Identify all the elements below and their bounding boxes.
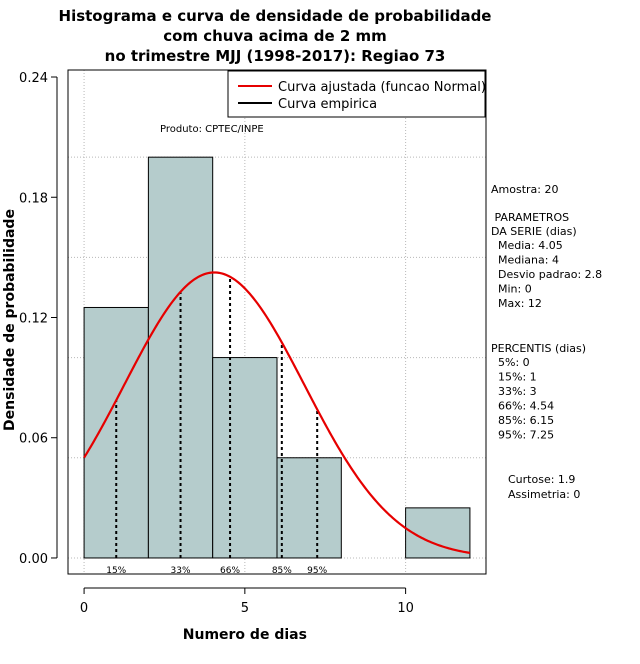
percentile-label: 66% (220, 566, 240, 576)
parametro-item: Min: 0 (491, 283, 532, 296)
percentile-lines: 15% 33% 66% 85% 95% (106, 276, 328, 576)
percentile-label: 95% (307, 566, 327, 576)
percentil-item: 95%: 7.25 (491, 429, 554, 442)
percentil-item: 5%: 0 (491, 356, 530, 369)
x-tick-label: 5 (241, 601, 249, 616)
y-tick-label: 0.12 (19, 311, 48, 326)
legend-label: Curva ajustada (funcao Normal) (278, 80, 486, 95)
y-axis-title: Densidade de probabilidade (2, 209, 18, 431)
parametros-title: PARAMETROS (491, 211, 569, 224)
produto-label: Produto: CPTEC/INPE (160, 124, 264, 135)
legend-label: Curva empirica (278, 97, 377, 112)
histogram-bars (83, 156, 471, 559)
normal-curve (83, 271, 471, 554)
percentile-label: 33% (171, 566, 191, 576)
y-tick-label: 0.18 (19, 191, 48, 206)
percentile-label: 85% (272, 566, 292, 576)
axes: 0 5 10 0.00 0.06 0.12 0.18 0.24 Numero de dias De… (2, 71, 414, 643)
sample-size: Amostra: 20 (491, 183, 558, 196)
shape-stat: Assimetria: 0 (508, 488, 580, 501)
shape-stat: Curtose: 1.9 (508, 473, 575, 486)
y-tick-label: 0.00 (19, 552, 48, 567)
chart-title: Histograma e curva de densidade de proba… (59, 7, 492, 65)
x-tick-label: 10 (397, 601, 414, 616)
plot-frame (67, 69, 487, 575)
percentil-item: 85%: 6.15 (491, 414, 554, 427)
percentil-item: 33%: 3 (491, 385, 537, 398)
parametros-title: DA SERIE (dias) (491, 225, 577, 238)
histogram-bar (405, 507, 471, 559)
y-tick-label: 0.06 (19, 432, 48, 447)
y-tick-label: 0.24 (19, 71, 48, 86)
normal-curve-group (83, 271, 471, 554)
histogram-bar (212, 357, 278, 559)
legend: Curva ajustada (funcao Normal) Curva empi… (227, 70, 486, 118)
percentis-title: PERCENTIS (dias) (491, 342, 586, 355)
parametro-item: Max: 12 (491, 297, 542, 310)
percentil-item: 15%: 1 (491, 371, 537, 384)
percentil-item: 66%: 4.54 (491, 400, 554, 413)
parametro-item: Desvio padrao: 2.8 (491, 268, 602, 281)
title-line: Histograma e curva de densidade de proba… (59, 7, 492, 25)
parametro-item: Mediana: 4 (491, 254, 559, 267)
title-line: com chuva acima de 2 mm (163, 27, 387, 45)
legend-box (227, 70, 486, 118)
parametro-item: Media: 4.05 (491, 239, 563, 252)
x-tick-label: 0 (80, 601, 88, 616)
x-axis-title: Numero de dias (183, 627, 307, 643)
histogram-bar (276, 457, 342, 559)
histogram-bar (83, 306, 149, 559)
title-line: no trimestre MJJ (1998-2017): Regiao 73 (105, 47, 446, 65)
percentile-label: 15% (106, 566, 126, 576)
